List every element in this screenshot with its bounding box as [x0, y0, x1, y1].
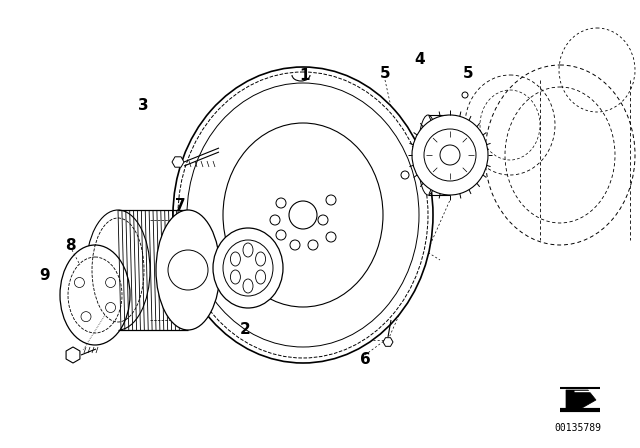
Polygon shape — [172, 157, 184, 167]
Text: 5: 5 — [463, 65, 474, 81]
Ellipse shape — [60, 245, 130, 345]
Text: 9: 9 — [40, 267, 51, 283]
Circle shape — [290, 240, 300, 250]
Text: 3: 3 — [138, 98, 148, 112]
Ellipse shape — [223, 240, 273, 296]
Circle shape — [462, 92, 468, 98]
Ellipse shape — [213, 228, 283, 308]
Ellipse shape — [223, 123, 383, 307]
Circle shape — [440, 145, 460, 165]
Ellipse shape — [255, 270, 266, 284]
Text: 6: 6 — [360, 353, 371, 367]
Circle shape — [270, 215, 280, 225]
Polygon shape — [566, 390, 596, 408]
Ellipse shape — [230, 252, 241, 266]
Ellipse shape — [156, 210, 220, 330]
Circle shape — [168, 250, 208, 290]
Ellipse shape — [178, 72, 428, 358]
Circle shape — [106, 277, 116, 288]
Circle shape — [318, 215, 328, 225]
Circle shape — [81, 312, 91, 322]
Text: 8: 8 — [65, 237, 76, 253]
Ellipse shape — [187, 83, 419, 347]
Text: 4: 4 — [415, 52, 426, 68]
Ellipse shape — [173, 67, 433, 363]
Text: 5: 5 — [380, 65, 390, 81]
Ellipse shape — [86, 210, 150, 330]
Circle shape — [308, 240, 318, 250]
Polygon shape — [66, 347, 80, 363]
Circle shape — [106, 302, 116, 313]
Circle shape — [401, 171, 409, 179]
Polygon shape — [383, 338, 393, 346]
Ellipse shape — [255, 252, 266, 266]
Ellipse shape — [230, 270, 241, 284]
Ellipse shape — [418, 115, 438, 195]
Circle shape — [326, 232, 336, 242]
Circle shape — [276, 198, 286, 208]
Text: 2: 2 — [239, 323, 250, 337]
Ellipse shape — [424, 129, 476, 181]
Text: 00135789: 00135789 — [554, 423, 602, 433]
Ellipse shape — [243, 279, 253, 293]
Ellipse shape — [243, 243, 253, 257]
Circle shape — [74, 277, 84, 288]
Circle shape — [276, 230, 286, 240]
Text: 1: 1 — [300, 68, 310, 82]
Circle shape — [326, 195, 336, 205]
Text: 7: 7 — [175, 198, 186, 212]
Circle shape — [289, 201, 317, 229]
Ellipse shape — [412, 115, 488, 195]
